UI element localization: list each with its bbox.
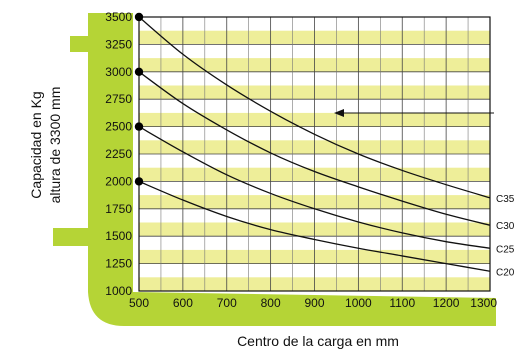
y-tick-label: 1500	[105, 229, 132, 243]
series-line-c35	[138, 16, 491, 199]
y-tick-label: 3000	[105, 65, 132, 79]
series-line-c30	[138, 71, 491, 226]
x-axis-title: Centro de la carga en mm	[237, 333, 399, 349]
forklift-fork-shape	[8, 13, 496, 326]
x-tick-label: 600	[173, 296, 193, 310]
series-start-dot	[134, 12, 144, 22]
series-label: C25	[496, 244, 515, 255]
fork-tab-upper	[70, 36, 88, 52]
y-tick-label: 2750	[105, 92, 132, 106]
plot-border	[138, 16, 491, 292]
x-tick-label: 1000	[345, 296, 372, 310]
x-tick-label: 1100	[389, 296, 415, 310]
y-tick-label: 1750	[105, 202, 132, 216]
y-tick-label: 1000	[105, 284, 132, 298]
y-tick-label: 2500	[105, 120, 132, 134]
y-tick-label: 2000	[105, 174, 132, 188]
x-tick-label: 1300	[470, 296, 497, 310]
annotation-arrowhead	[334, 109, 344, 117]
series-line-c25	[138, 126, 491, 249]
y-tick-label: 3250	[105, 37, 132, 51]
x-tick-label: 1200	[433, 296, 460, 310]
x-tick-label: 900	[304, 296, 324, 310]
y-tick-label: 2250	[105, 147, 132, 161]
x-tick-label: 800	[261, 296, 281, 310]
y-tick-label: 1250	[105, 257, 132, 271]
x-tick-label: 500	[129, 296, 149, 310]
series-lines: C35 C30 C25 C20	[134, 12, 515, 278]
annotations	[334, 109, 494, 117]
series-label: C20	[496, 267, 515, 278]
y-axis-title: Capacidad en Kg altura de 3300 mm	[28, 87, 63, 204]
fork-label-backdrop	[8, 50, 38, 255]
fork-mast	[88, 13, 133, 249]
series-label: C35	[496, 194, 515, 205]
series-line-c20	[138, 180, 491, 272]
fork-tab-lower	[53, 228, 88, 246]
series-start-dot	[134, 177, 144, 186]
y-tick-label: 3500	[105, 10, 132, 24]
x-tick-label: 700	[217, 296, 237, 310]
fork-blade	[88, 240, 496, 326]
series-start-dot	[134, 122, 144, 131]
y-axis-title-line1: Capacidad en Kg	[28, 91, 44, 198]
series-label: C30	[496, 221, 515, 232]
series-start-dot	[134, 67, 144, 77]
y-axis-title-line2: altura de 3300 mm	[47, 87, 63, 204]
tick-labels: 1000 1250 1500 1750 2000 2250 2500 2750 3000 3250…	[105, 10, 497, 310]
plot-frame	[138, 16, 491, 292]
